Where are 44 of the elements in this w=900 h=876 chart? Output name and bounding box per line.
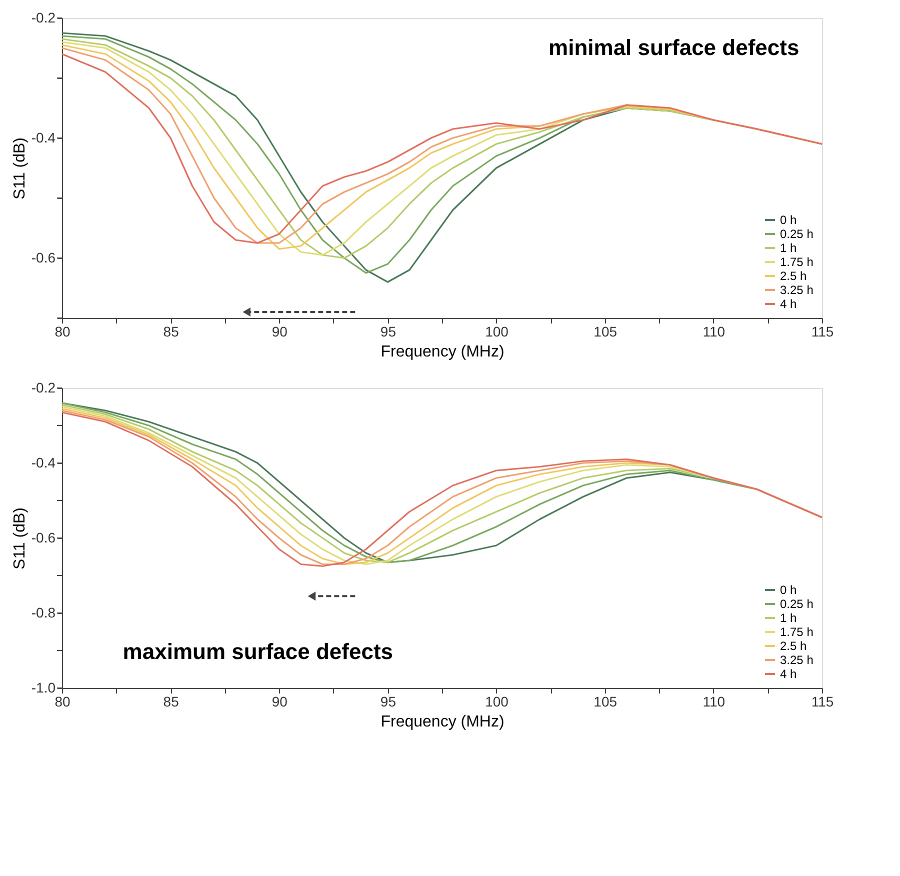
legend-label: 4 h	[780, 297, 797, 311]
y-axis-title: S11 (dB)	[11, 138, 28, 200]
y-axis-title: S11 (dB)	[11, 508, 28, 570]
x-tick-label: 80	[54, 694, 70, 710]
x-axis-title: Frequency (MHz)	[380, 714, 504, 730]
legend-label: 1.75 h	[780, 625, 814, 639]
legend-label: 1.75 h	[780, 255, 814, 269]
x-tick-label: 110	[702, 324, 726, 340]
x-tick-label: 100	[485, 694, 509, 710]
y-tick-label: -0.2	[31, 380, 56, 396]
x-tick-label: 95	[380, 694, 396, 710]
legend-label: 1 h	[780, 611, 797, 625]
y-tick-label: -0.4	[31, 130, 56, 146]
legend-label: 0.25 h	[780, 597, 814, 611]
legend-label: 1 h	[780, 241, 797, 255]
x-tick-label: 95	[380, 324, 396, 340]
legend-label: 2.5 h	[780, 639, 807, 653]
annotation: minimal surface defects	[548, 35, 800, 60]
y-tick-label: -0.6	[31, 250, 56, 266]
x-tick-label: 115	[811, 324, 834, 340]
y-tick-label: -0.8	[31, 604, 56, 620]
legend-label: 0 h	[780, 213, 797, 227]
legend-label: 4 h	[780, 667, 797, 681]
legend-label: 2.5 h	[780, 269, 807, 283]
y-tick-label: -0.6	[31, 530, 56, 546]
x-tick-label: 115	[811, 694, 834, 710]
legend-label: 0.25 h	[780, 227, 814, 241]
x-tick-label: 105	[594, 324, 618, 340]
y-tick-label: -0.2	[31, 10, 56, 26]
legend-label: 3.25 h	[780, 283, 814, 297]
x-tick-label: 85	[163, 324, 180, 340]
x-tick-label: 100	[485, 324, 509, 340]
legend-label: 0 h	[780, 583, 797, 597]
x-tick-label: 90	[272, 324, 288, 340]
x-tick-label: 90	[272, 694, 288, 710]
x-tick-label: 110	[702, 694, 726, 710]
y-tick-label: -0.4	[31, 454, 56, 470]
x-axis-title: Frequency (MHz)	[380, 344, 504, 360]
x-tick-label: 80	[54, 324, 70, 340]
annotation: maximum surface defects	[122, 639, 394, 664]
y-tick-label: -1.0	[31, 680, 56, 696]
legend-label: 3.25 h	[780, 653, 814, 667]
x-tick-label: 85	[163, 694, 180, 710]
x-tick-label: 105	[594, 694, 618, 710]
